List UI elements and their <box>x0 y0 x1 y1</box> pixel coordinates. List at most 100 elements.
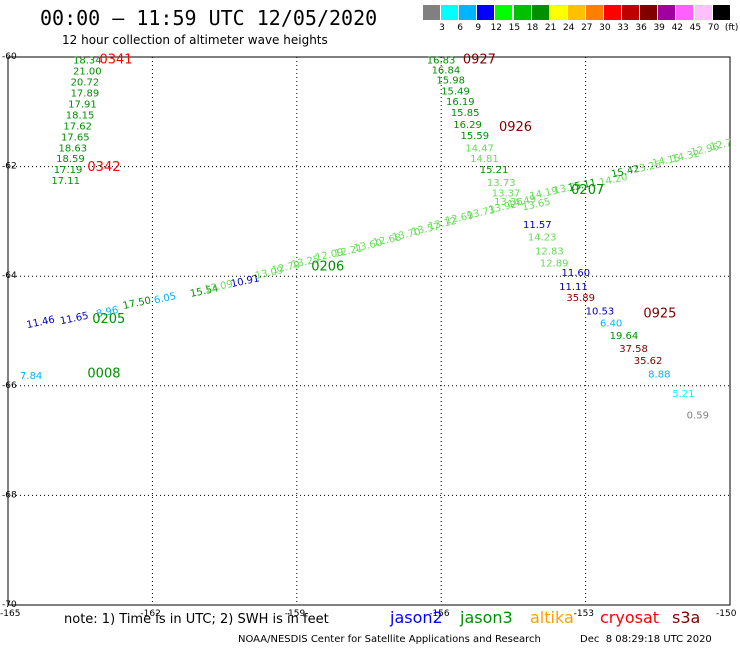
lat-tick-label: -60 <box>2 52 17 62</box>
sat-s3a: s3a <box>672 608 701 627</box>
swh-value: 12.89 <box>540 258 569 269</box>
swh-value: 17.89 <box>71 88 100 99</box>
sat-jason3: jason3 <box>460 608 513 627</box>
legend-swatch <box>477 5 495 20</box>
pass-time-label: 0341 <box>99 53 132 68</box>
swh-value: 18.15 <box>66 110 95 121</box>
swh-value: 11.57 <box>523 220 552 231</box>
legend-label: 30 <box>599 23 611 33</box>
swh-value: 11.46 <box>26 314 56 331</box>
legend-label: (ft) <box>724 23 739 33</box>
legend-label: 18 <box>526 23 539 33</box>
swh-value: 35.62 <box>634 356 663 367</box>
legend-label: 6 <box>457 23 463 33</box>
pass-time-label: 0927 <box>463 53 496 68</box>
pass-time-label: 0008 <box>87 367 120 382</box>
pass-time-label: 0205 <box>92 312 125 327</box>
swh-value: 10.53 <box>586 307 615 318</box>
swh-value: 12.7 <box>709 138 733 153</box>
swh-value: 35.89 <box>566 293 595 304</box>
swh-value: 16.84 <box>432 65 461 76</box>
lon-tick-label: -156 <box>429 609 450 619</box>
swh-value: 17.50 <box>122 295 152 312</box>
page-subtitle: 12 hour collection of altimeter wave hei… <box>62 33 328 47</box>
legend-swatch <box>549 5 567 20</box>
swh-value: 18.59 <box>56 154 85 165</box>
timestamp-text: Dec 8 08:29:18 UTC 2020 <box>580 634 712 645</box>
swh-value: 16.29 <box>453 120 482 131</box>
legend-label: 70 <box>707 23 720 33</box>
swh-value: 14.81 <box>470 154 499 165</box>
legend-swatch <box>694 5 712 20</box>
page-title: 00:00 – 11:59 UTC 12/05/2020 <box>40 6 378 30</box>
legend-label: 3 <box>439 23 445 33</box>
legend-swatch <box>658 5 676 20</box>
swh-value: 11.11 <box>559 282 588 293</box>
swh-value: 20.72 <box>71 77 100 88</box>
legend-label: 21 <box>544 23 557 33</box>
footer-note: note: 1) Time is in UTC; 2) SWH is in fe… <box>64 612 329 627</box>
swh-value: 6.40 <box>600 319 622 330</box>
swh-value: 8.96 <box>95 305 119 320</box>
legend-swatch <box>441 5 459 20</box>
pass-time-label: 0206 <box>311 260 344 275</box>
legend-swatch <box>567 5 585 20</box>
lat-tick-label: -68 <box>2 490 17 500</box>
swh-value: 8.88 <box>648 370 670 381</box>
legend-swatch <box>423 5 440 20</box>
swh-value: 17.65 <box>61 132 90 143</box>
credit-text: NOAA/NESDIS Center for Satellite Applica… <box>238 634 541 645</box>
lat-tick-label: -62 <box>2 162 17 172</box>
sat-jason2: jason2 <box>390 608 443 627</box>
swh-value: 37.58 <box>619 344 648 355</box>
lon-tick-label: -159 <box>285 609 306 619</box>
legend-swatch <box>676 5 694 20</box>
legend-swatch <box>622 5 640 20</box>
swh-value: 15.49 <box>441 86 470 97</box>
legend-swatch <box>495 5 513 20</box>
swh-value: 15.21 <box>480 165 509 176</box>
legend-swatch <box>640 5 658 20</box>
legend-label: 27 <box>581 23 593 33</box>
swh-value: 17.62 <box>63 121 92 132</box>
swh-value: 17.19 <box>54 165 83 176</box>
swh-value: 14.47 <box>465 143 494 154</box>
legend-label: 12 <box>490 23 503 33</box>
sat-cryosat: cryosat <box>600 608 660 627</box>
legend-swatch <box>513 5 531 20</box>
lon-tick-label: -165 <box>0 609 20 619</box>
legend-label: 42 <box>671 23 684 33</box>
swh-value: 7.84 <box>20 371 42 382</box>
lon-tick-label: -162 <box>140 609 160 619</box>
pass-time-label: 0342 <box>87 160 120 175</box>
lon-tick-label: -150 <box>716 609 737 619</box>
legend-label: 9 <box>475 23 482 33</box>
swh-value: 19.64 <box>610 331 639 342</box>
swh-value: 17.11 <box>51 176 80 187</box>
swh-value: 15.59 <box>460 131 489 142</box>
sat-altika: altika <box>530 608 574 627</box>
swh-value: 15.85 <box>451 108 480 119</box>
swh-value: 18.34 <box>73 56 102 67</box>
swh-value: 5.21 <box>672 389 694 400</box>
pass-time-label: 0207 <box>571 183 604 198</box>
lat-tick-label: -66 <box>2 381 17 391</box>
legend-swatch <box>459 5 477 20</box>
pass-time-label: 0926 <box>499 120 532 135</box>
swh-value: 12.83 <box>535 246 564 257</box>
swh-value: 13.36 <box>494 197 523 208</box>
swh-value: 18.63 <box>59 143 88 154</box>
lat-tick-label: -70 <box>2 600 17 610</box>
swh-value: 16.83 <box>427 56 456 67</box>
swh-value: 11.60 <box>562 268 591 279</box>
legend-swatch <box>712 5 730 20</box>
lon-tick-label: -153 <box>574 609 594 619</box>
swh-value: 15.98 <box>436 75 465 86</box>
pass-time-label: 0925 <box>643 306 676 321</box>
legend-label: 36 <box>635 23 647 33</box>
legend-label: 15 <box>508 23 521 33</box>
map-frame <box>7 56 731 606</box>
legend-swatch <box>531 5 549 20</box>
swh-value: 13.73 <box>487 178 516 189</box>
swh-value: 16.19 <box>446 97 475 108</box>
